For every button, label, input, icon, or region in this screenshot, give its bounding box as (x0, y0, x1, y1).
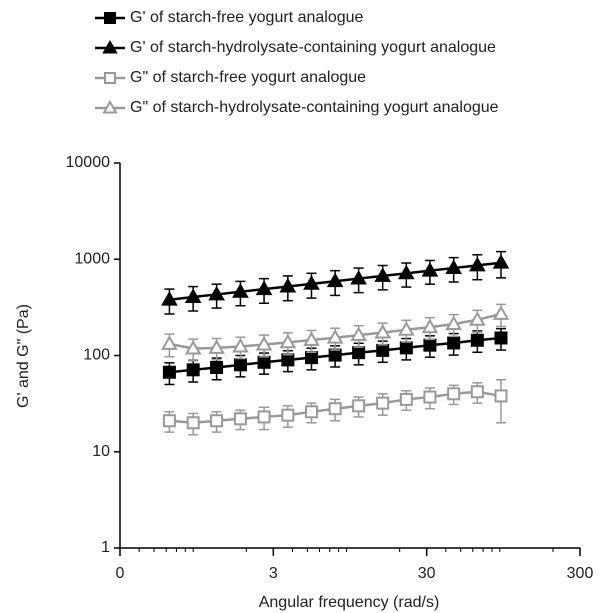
x-tick-label: 3 (269, 565, 278, 582)
y-tick-label: 10 (92, 443, 110, 460)
y-axis-label: G' and G" (Pa) (15, 304, 32, 408)
data-point (492, 305, 510, 320)
data-point (232, 337, 249, 353)
data-point (350, 326, 367, 342)
data-point (399, 392, 413, 406)
data-point (445, 259, 462, 275)
data-point (281, 408, 295, 422)
data-point (303, 331, 320, 346)
y-tick-label: 10000 (66, 154, 111, 171)
data-point (328, 348, 342, 362)
legend-marker (104, 72, 116, 84)
data-point (423, 390, 437, 404)
data-point (494, 389, 508, 403)
legend-label: G" of starch-free yogurt analogue (130, 69, 366, 86)
data-point (328, 402, 342, 416)
data-point (232, 283, 249, 298)
data-point (374, 267, 392, 282)
data-point (184, 288, 202, 303)
legend-label: G' of starch-hydrolysate-containing yogu… (130, 39, 496, 56)
data-point (376, 343, 390, 357)
data-point (469, 256, 486, 272)
data-point (208, 285, 225, 301)
data-point (352, 346, 366, 360)
data-point (184, 339, 202, 355)
data-point (469, 311, 486, 326)
data-point (281, 353, 295, 367)
x-tick-label: 30 (418, 565, 436, 582)
data-point (421, 318, 439, 334)
data-point (304, 405, 318, 419)
data-point (161, 335, 178, 350)
data-point (447, 387, 461, 401)
data-point (210, 361, 224, 375)
data-point (186, 363, 200, 377)
x-tick-label: 0 (116, 565, 125, 582)
data-point (257, 355, 271, 369)
data-point (257, 410, 271, 424)
data-point (303, 275, 320, 290)
legend-label: G" of starch-hydrolysate-containing yogu… (130, 99, 499, 116)
legend-marker (102, 99, 118, 114)
data-point (279, 333, 297, 349)
legend-marker (102, 39, 118, 54)
data-point (445, 315, 462, 331)
data-point (470, 333, 484, 347)
data-point (423, 338, 437, 352)
data-point (397, 321, 415, 336)
data-point (494, 331, 508, 345)
data-point (233, 412, 247, 426)
data-point (374, 323, 392, 339)
data-point (304, 351, 318, 365)
data-point (421, 262, 439, 277)
data-point (186, 416, 200, 430)
data-point (326, 272, 344, 288)
data-point (470, 385, 484, 399)
x-tick-label: 300 (567, 565, 594, 582)
data-point (233, 358, 247, 372)
data-point (279, 277, 297, 293)
y-tick-label: 1000 (74, 250, 110, 267)
data-point (350, 269, 367, 285)
legend-label: G' of starch-free yogurt analogue (130, 9, 364, 26)
data-point (376, 396, 390, 410)
data-point (492, 254, 510, 269)
data-point (447, 336, 461, 350)
data-point (352, 399, 366, 413)
y-tick-label: 1 (101, 539, 110, 556)
data-point (162, 365, 176, 379)
data-point (255, 335, 273, 351)
data-point (210, 414, 224, 428)
y-tick-label: 100 (83, 347, 110, 364)
legend-marker (104, 12, 116, 24)
data-point (397, 264, 415, 280)
data-point (326, 329, 344, 344)
data-point (161, 291, 178, 306)
data-point (399, 341, 413, 355)
data-point (208, 339, 225, 354)
data-point (255, 280, 273, 296)
x-axis-label: Angular frequency (rad/s) (259, 594, 440, 611)
data-point (162, 414, 176, 428)
